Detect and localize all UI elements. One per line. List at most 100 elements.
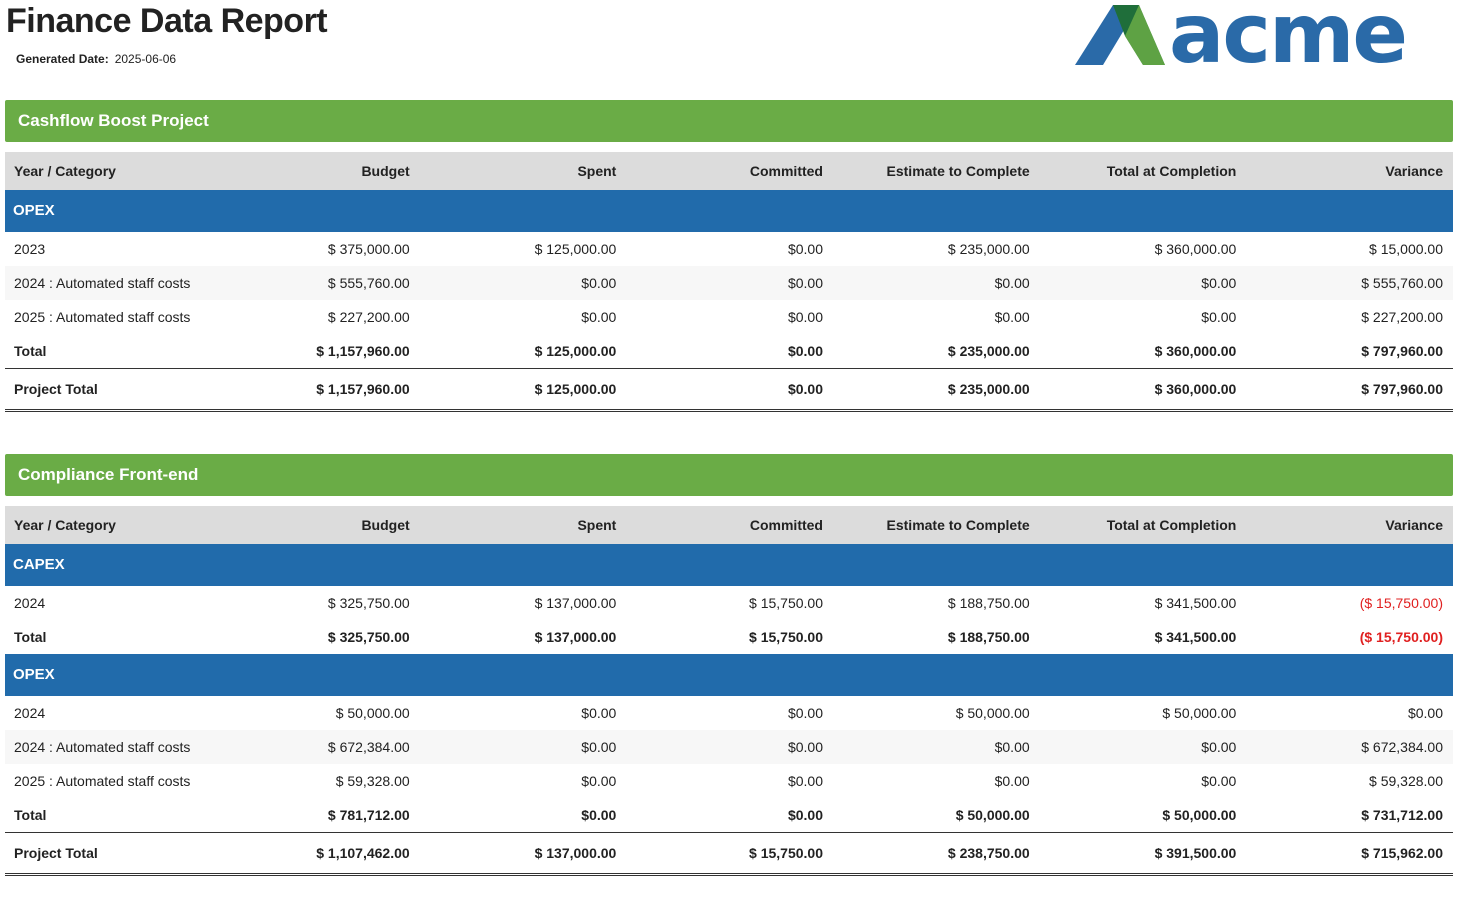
cell: ($ 15,750.00) [1359, 629, 1443, 645]
cell: $ 555,760.00 [1361, 275, 1443, 291]
cell: $0.00 [1201, 773, 1237, 789]
cell: Total at Completion [1106, 517, 1237, 533]
cell: $0.00 [581, 807, 617, 823]
data-row: 2024 : Automated staff costs $ 555,760.00… [5, 266, 1453, 300]
cell: $ 1,107,462.00 [316, 845, 410, 861]
cell: $0.00 [1201, 739, 1237, 755]
cell: $ 15,000.00 [1369, 241, 1443, 257]
cell: 2025 : Automated staff costs [14, 309, 191, 325]
cell: $0.00 [787, 807, 823, 823]
total-row: Total $ 1,157,960.00 $ 125,000.00 $0.00 $ 23… [5, 334, 1453, 369]
cell: ($ 15,750.00) [1359, 595, 1443, 611]
cell: Total [14, 807, 47, 823]
cell: $0.00 [581, 739, 617, 755]
cell: $0.00 [994, 773, 1030, 789]
data-row: 2024 $ 325,750.00 $ 137,000.00 $ 15,750.00 $… [5, 586, 1453, 620]
cell: Year / Category [14, 163, 116, 179]
data-row: 2023 $ 375,000.00 $ 125,000.00 $0.00 $ 235,0… [5, 232, 1453, 266]
cell: $ 59,328.00 [335, 773, 410, 789]
cell: $ 50,000.00 [335, 705, 410, 721]
project: Cashflow Boost Project Year / Category Bud… [5, 100, 1453, 412]
cell: 2024 [14, 705, 46, 721]
cell: $ 325,750.00 [327, 629, 410, 645]
cell: $ 672,384.00 [1361, 739, 1443, 755]
cell: 2024 [14, 595, 46, 611]
report-title: Finance Data Report [6, 2, 328, 40]
cell: $0.00 [787, 381, 823, 397]
cell: $ 797,960.00 [1361, 343, 1443, 359]
cell: $ 375,000.00 [327, 241, 410, 257]
cell: Budget [361, 517, 410, 533]
data-row: 2025 : Automated staff costs $ 227,200.00… [5, 300, 1453, 334]
page: Finance Data Report Generated Date: 2025-… [5, 2, 1453, 876]
cell: $ 15,750.00 [749, 845, 823, 861]
cell: $ 341,500.00 [1154, 629, 1237, 645]
cell: $ 188,750.00 [947, 595, 1030, 611]
cell: Estimate to Complete [886, 163, 1030, 179]
cell: $ 125,000.00 [534, 381, 617, 397]
cell: $ 50,000.00 [1162, 705, 1237, 721]
cell: $0.00 [787, 773, 823, 789]
cell: Committed [749, 163, 823, 179]
cell: $ 125,000.00 [534, 241, 617, 257]
total-row: Total $ 325,750.00 $ 137,000.00 $ 15,750.00… [5, 620, 1453, 654]
cell: Project Total [14, 381, 98, 397]
cell: $0.00 [787, 343, 823, 359]
project-name: Cashflow Boost Project [5, 100, 1453, 142]
cell: $0.00 [581, 275, 617, 291]
cell: $ 235,000.00 [947, 381, 1030, 397]
cell: $ 227,200.00 [327, 309, 410, 325]
cell: $ 1,157,960.00 [316, 381, 410, 397]
cell: $0.00 [787, 309, 823, 325]
cell: $ 715,962.00 [1361, 845, 1443, 861]
cell: $0.00 [994, 739, 1030, 755]
cell: $0.00 [787, 241, 823, 257]
cell: $0.00 [1201, 275, 1237, 291]
generated-label: Generated Date: [16, 52, 109, 66]
generated-date: Generated Date: 2025-06-06 [16, 52, 176, 66]
data-row: 2025 : Automated staff costs $ 59,328.00 $… [5, 764, 1453, 798]
cell: $ 235,000.00 [947, 241, 1030, 257]
cell: $0.00 [994, 309, 1030, 325]
logo-text: acme [1169, 2, 1406, 68]
project-name: Compliance Front-end [5, 454, 1453, 496]
cell: $ 50,000.00 [955, 807, 1030, 823]
cell: $ 360,000.00 [1154, 241, 1237, 257]
cell: Variance [1385, 517, 1443, 533]
cell: $0.00 [581, 705, 617, 721]
generated-value: 2025-06-06 [114, 52, 177, 66]
cell: Estimate to Complete [886, 517, 1030, 533]
cell: $0.00 [787, 739, 823, 755]
cell: $ 227,200.00 [1361, 309, 1443, 325]
cell: 2023 [14, 241, 46, 257]
cell: $ 325,750.00 [327, 595, 410, 611]
cell: $ 781,712.00 [327, 807, 410, 823]
cell: $ 360,000.00 [1154, 343, 1237, 359]
report: Cashflow Boost Project Year / Category Bud… [5, 100, 1453, 918]
cell: $ 797,960.00 [1361, 381, 1443, 397]
cell: Spent [577, 517, 617, 533]
cell: Year / Category [14, 517, 116, 533]
project: Compliance Front-end Year / Category Budge… [5, 454, 1453, 876]
project-total-row: Project Total $ 1,107,462.00 $ 137,000.00 $… [5, 833, 1453, 876]
cell: $0.00 [581, 309, 617, 325]
cell: $ 15,750.00 [749, 595, 823, 611]
cell: Project Total [14, 845, 98, 861]
cell: $ 50,000.00 [1162, 807, 1237, 823]
column-header: Year / Category Budget Spent Committed Estim… [5, 152, 1453, 190]
cell: $ 391,500.00 [1154, 845, 1237, 861]
cell: $ 188,750.00 [947, 629, 1030, 645]
cell: 2024 : Automated staff costs [14, 275, 191, 291]
cell: $ 731,712.00 [1361, 807, 1443, 823]
cell: $ 555,760.00 [327, 275, 410, 291]
total-row: Total $ 781,712.00 $0.00 $0.00 $ 50,000.00 $ … [5, 798, 1453, 833]
cell: $ 672,384.00 [327, 739, 410, 755]
cell: 2024 : Automated staff costs [14, 739, 191, 755]
cell: Variance [1385, 163, 1443, 179]
column-header: Year / Category Budget Spent Committed Estim… [5, 506, 1453, 544]
cell: $0.00 [787, 275, 823, 291]
cell: Spent [577, 163, 617, 179]
cell: $ 1,157,960.00 [316, 343, 410, 359]
cell: $0.00 [787, 705, 823, 721]
group-name: OPEX [5, 654, 1453, 696]
